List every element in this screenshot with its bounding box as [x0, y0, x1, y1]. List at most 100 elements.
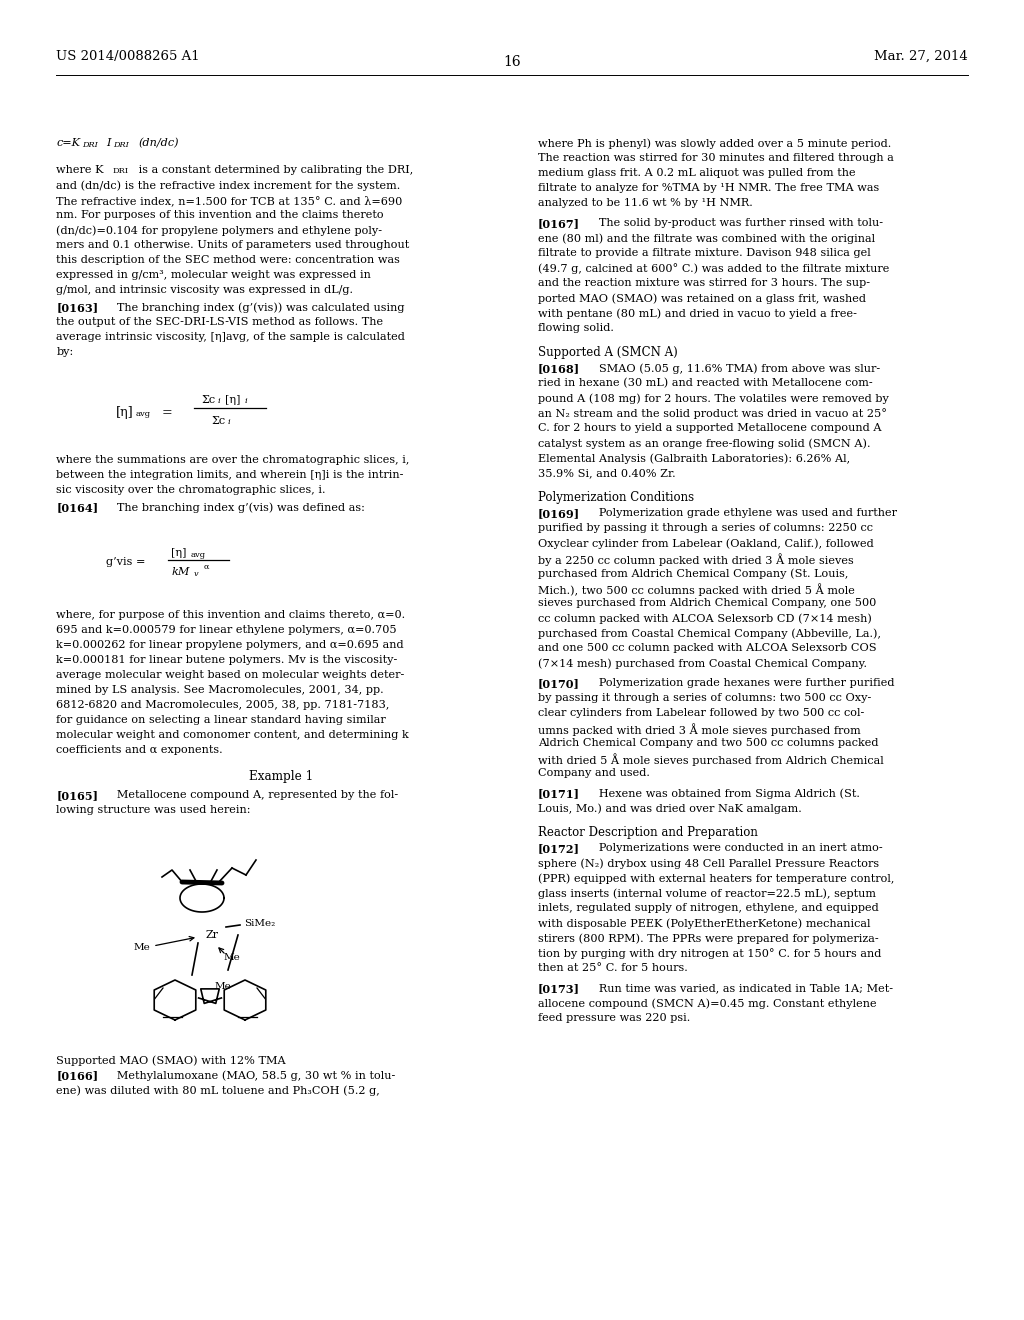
Text: flowing solid.: flowing solid. [538, 323, 613, 333]
Text: ried in hexane (30 mL) and reacted with Metallocene com-: ried in hexane (30 mL) and reacted with … [538, 378, 872, 388]
Text: for guidance on selecting a linear standard having similar: for guidance on selecting a linear stand… [56, 715, 386, 725]
Text: Mich.), two 500 cc columns packed with dried 5 Å mole: Mich.), two 500 cc columns packed with d… [538, 583, 854, 595]
Text: The reaction was stirred for 30 minutes and filtered through a: The reaction was stirred for 30 minutes … [538, 153, 894, 162]
Text: between the integration limits, and wherein [η]i is the intrin-: between the integration limits, and wher… [56, 470, 403, 480]
Text: with disposable PEEK (PolyEtherEtherKetone) mechanical: with disposable PEEK (PolyEtherEtherKeto… [538, 917, 870, 928]
Text: nm. For purposes of this invention and the claims thereto: nm. For purposes of this invention and t… [56, 210, 384, 220]
Text: 695 and k=0.000579 for linear ethylene polymers, α=0.705: 695 and k=0.000579 for linear ethylene p… [56, 624, 397, 635]
Text: and the reaction mixture was stirred for 3 hours. The sup-: and the reaction mixture was stirred for… [538, 279, 869, 288]
Text: SMAO (5.05 g, 11.6% TMA) from above was slur-: SMAO (5.05 g, 11.6% TMA) from above was … [588, 363, 880, 374]
Text: [0168]: [0168] [538, 363, 580, 374]
Text: (PPR) equipped with external heaters for temperature control,: (PPR) equipped with external heaters for… [538, 873, 894, 883]
Text: Oxyclear cylinder from Labelear (Oakland, Calif.), followed: Oxyclear cylinder from Labelear (Oakland… [538, 539, 873, 549]
Text: Polymerizations were conducted in an inert atmo-: Polymerizations were conducted in an ine… [588, 843, 883, 853]
Text: I: I [106, 139, 111, 148]
Text: where the summations are over the chromatographic slices, i,: where the summations are over the chroma… [56, 455, 410, 465]
Text: sieves purchased from Aldrich Chemical Company, one 500: sieves purchased from Aldrich Chemical C… [538, 598, 876, 609]
Text: lowing structure was used herein:: lowing structure was used herein: [56, 805, 251, 814]
Text: [0171]: [0171] [538, 788, 580, 799]
Text: Mar. 27, 2014: Mar. 27, 2014 [873, 50, 968, 63]
Text: DRI: DRI [114, 141, 129, 149]
Text: purchased from Coastal Chemical Company (Abbeville, La.),: purchased from Coastal Chemical Company … [538, 628, 881, 639]
Text: allocene compound (SMCN A)=0.45 mg. Constant ethylene: allocene compound (SMCN A)=0.45 mg. Cons… [538, 998, 877, 1008]
Text: pound A (108 mg) for 2 hours. The volatiles were removed by: pound A (108 mg) for 2 hours. The volati… [538, 393, 889, 404]
Text: is a constant determined by calibrating the DRI,: is a constant determined by calibrating … [135, 165, 414, 176]
Text: catalyst system as an orange free-flowing solid (SMCN A).: catalyst system as an orange free-flowin… [538, 438, 870, 449]
Text: Company and used.: Company and used. [538, 768, 649, 777]
Text: tion by purging with dry nitrogen at 150° C. for 5 hours and: tion by purging with dry nitrogen at 150… [538, 948, 881, 958]
Text: glass inserts (internal volume of reactor=22.5 mL), septum: glass inserts (internal volume of reacto… [538, 888, 876, 899]
Text: [0173]: [0173] [538, 983, 580, 994]
Text: [0163]: [0163] [56, 302, 98, 313]
Text: (dn/dc): (dn/dc) [138, 139, 179, 148]
Text: k=0.000262 for linear propylene polymers, and α=0.695 and: k=0.000262 for linear propylene polymers… [56, 640, 403, 649]
Text: analyzed to be 11.6 wt % by ¹H NMR.: analyzed to be 11.6 wt % by ¹H NMR. [538, 198, 753, 209]
Text: feed pressure was 220 psi.: feed pressure was 220 psi. [538, 1012, 690, 1023]
Text: mers and 0.1 otherwise. Units of parameters used throughout: mers and 0.1 otherwise. Units of paramet… [56, 240, 410, 249]
Text: inlets, regulated supply of nitrogen, ethylene, and equipped: inlets, regulated supply of nitrogen, et… [538, 903, 879, 913]
Text: (7×14 mesh) purchased from Coastal Chemical Company.: (7×14 mesh) purchased from Coastal Chemi… [538, 657, 866, 668]
Text: [0165]: [0165] [56, 789, 98, 801]
Text: Reactor Description and Preparation: Reactor Description and Preparation [538, 826, 758, 840]
Text: expressed in g/cm³, molecular weight was expressed in: expressed in g/cm³, molecular weight was… [56, 271, 371, 280]
Text: purified by passing it through a series of columns: 2250 cc: purified by passing it through a series … [538, 523, 872, 533]
Text: Run time was varied, as indicated in Table 1A; Met-: Run time was varied, as indicated in Tab… [588, 983, 893, 993]
Text: Supported MAO (SMAO) with 12% TMA: Supported MAO (SMAO) with 12% TMA [56, 1055, 286, 1065]
Text: [0172]: [0172] [538, 843, 580, 854]
Text: avg: avg [190, 550, 206, 558]
Text: Me: Me [224, 953, 241, 962]
Text: Polymerization Conditions: Polymerization Conditions [538, 491, 693, 504]
Text: where, for purpose of this invention and claims thereto, α=0.: where, for purpose of this invention and… [56, 610, 406, 620]
Text: The solid by-product was further rinsed with tolu-: The solid by-product was further rinsed … [588, 218, 883, 228]
Text: by passing it through a series of columns: two 500 cc Oxy-: by passing it through a series of column… [538, 693, 870, 704]
Text: by a 2250 cc column packed with dried 3 Å mole sieves: by a 2250 cc column packed with dried 3 … [538, 553, 853, 566]
Text: and (dn/dc) is the refractive index increment for the system.: and (dn/dc) is the refractive index incr… [56, 180, 400, 190]
Text: this description of the SEC method were: concentration was: this description of the SEC method were:… [56, 255, 400, 265]
Text: clear cylinders from Labelear followed by two 500 cc col-: clear cylinders from Labelear followed b… [538, 708, 864, 718]
Text: purchased from Aldrich Chemical Company (St. Louis,: purchased from Aldrich Chemical Company … [538, 568, 848, 578]
Text: i: i [245, 397, 247, 405]
Text: =: = [159, 407, 173, 418]
Text: The branching index (g’(vis)) was calculated using: The branching index (g’(vis)) was calcul… [106, 302, 404, 313]
Text: Aldrich Chemical Company and two 500 cc columns packed: Aldrich Chemical Company and two 500 cc … [538, 738, 879, 748]
Text: Polymerization grade hexanes were further purified: Polymerization grade hexanes were furthe… [588, 678, 894, 688]
Text: filtrate to provide a filtrate mixture. Davison 948 silica gel: filtrate to provide a filtrate mixture. … [538, 248, 870, 257]
Text: sphere (N₂) drybox using 48 Cell Parallel Pressure Reactors: sphere (N₂) drybox using 48 Cell Paralle… [538, 858, 879, 869]
Text: then at 25° C. for 5 hours.: then at 25° C. for 5 hours. [538, 964, 687, 973]
Text: SiMe₂: SiMe₂ [244, 919, 275, 928]
Text: The refractive index, n=1.500 for TCB at 135° C. and λ=690: The refractive index, n=1.500 for TCB at… [56, 195, 402, 206]
Text: by:: by: [56, 347, 74, 356]
Text: Elemental Analysis (Galbraith Laboratories): 6.26% Al,: Elemental Analysis (Galbraith Laboratori… [538, 453, 850, 463]
Text: an N₂ stream and the solid product was dried in vacuo at 25°: an N₂ stream and the solid product was d… [538, 408, 887, 418]
Text: avg: avg [135, 411, 151, 418]
Text: and one 500 cc column packed with ALCOA Selexsorb COS: and one 500 cc column packed with ALCOA … [538, 643, 877, 653]
Text: [0169]: [0169] [538, 508, 580, 519]
Text: Hexene was obtained from Sigma Aldrich (St.: Hexene was obtained from Sigma Aldrich (… [588, 788, 859, 799]
Text: i: i [227, 418, 230, 426]
Text: [η]: [η] [117, 407, 134, 418]
Text: Example 1: Example 1 [250, 770, 313, 783]
Text: the output of the SEC-DRI-LS-VIS method as follows. The: the output of the SEC-DRI-LS-VIS method … [56, 317, 383, 327]
Text: [η]: [η] [171, 548, 186, 558]
Text: (49.7 g, calcined at 600° C.) was added to the filtrate mixture: (49.7 g, calcined at 600° C.) was added … [538, 263, 889, 273]
Text: Σc: Σc [211, 416, 225, 426]
Text: [0170]: [0170] [538, 678, 580, 689]
Text: filtrate to analyze for %TMA by ¹H NMR. The free TMA was: filtrate to analyze for %TMA by ¹H NMR. … [538, 183, 879, 193]
Text: The branching index g’(vis) was defined as:: The branching index g’(vis) was defined … [106, 502, 366, 512]
Text: Louis, Mo.) and was dried over NaK amalgam.: Louis, Mo.) and was dried over NaK amalg… [538, 803, 802, 813]
Text: Methylalumoxane (MAO, 58.5 g, 30 wt % in tolu-: Methylalumoxane (MAO, 58.5 g, 30 wt % in… [106, 1071, 395, 1081]
Text: kM: kM [171, 568, 189, 577]
Text: with dried 5 Å mole sieves purchased from Aldrich Chemical: with dried 5 Å mole sieves purchased fro… [538, 752, 884, 766]
Text: molecular weight and comonomer content, and determining k: molecular weight and comonomer content, … [56, 730, 409, 741]
Text: ported MAO (SMAO) was retained on a glass frit, washed: ported MAO (SMAO) was retained on a glas… [538, 293, 865, 304]
Text: ene (80 ml) and the filtrate was combined with the original: ene (80 ml) and the filtrate was combine… [538, 234, 874, 244]
Text: Polymerization grade ethylene was used and further: Polymerization grade ethylene was used a… [588, 508, 897, 517]
Text: g’vis =: g’vis = [106, 557, 145, 568]
Text: DRI: DRI [113, 168, 128, 176]
Text: stirers (800 RPM). The PPRs were prepared for polymeriza-: stirers (800 RPM). The PPRs were prepare… [538, 933, 879, 944]
Text: k=0.000181 for linear butene polymers. Mv is the viscosity-: k=0.000181 for linear butene polymers. M… [56, 655, 397, 665]
Text: average molecular weight based on molecular weights deter-: average molecular weight based on molecu… [56, 671, 404, 680]
Text: C. for 2 hours to yield a supported Metallocene compound A: C. for 2 hours to yield a supported Meta… [538, 422, 881, 433]
Text: Metallocene compound A, represented by the fol-: Metallocene compound A, represented by t… [106, 789, 398, 800]
Text: (dn/dc)=0.104 for propylene polymers and ethylene poly-: (dn/dc)=0.104 for propylene polymers and… [56, 224, 382, 235]
